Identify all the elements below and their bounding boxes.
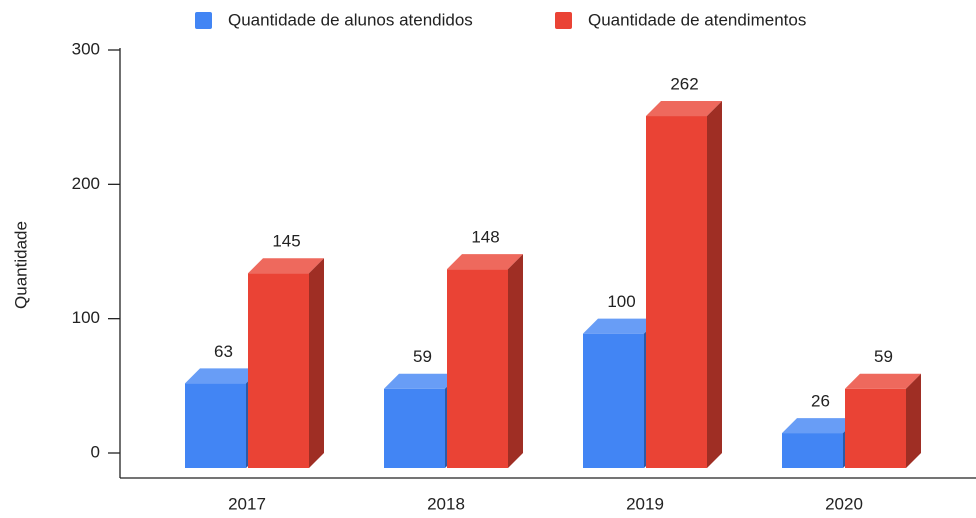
legend-swatch — [195, 12, 212, 29]
x-tick-label: 2019 — [626, 494, 664, 513]
bar-side — [508, 254, 523, 468]
bar-side — [707, 101, 722, 469]
legend-label: Quantidade de alunos atendidos — [228, 10, 473, 29]
data-label: 59 — [413, 347, 432, 366]
data-label: 145 — [272, 232, 300, 251]
data-label: 63 — [214, 342, 233, 361]
y-tick-label: 200 — [72, 174, 100, 193]
bar-top — [185, 368, 261, 384]
bar-front — [248, 273, 309, 468]
legend-swatch — [555, 12, 572, 29]
data-label: 148 — [471, 228, 499, 247]
bar-top — [248, 258, 324, 274]
x-tick-label: 2020 — [825, 494, 863, 513]
data-label: 100 — [607, 292, 635, 311]
bar-top — [782, 418, 858, 434]
bar-front — [384, 388, 445, 468]
data-label: 26 — [811, 392, 830, 411]
bar-side — [309, 258, 324, 468]
y-axis-label: Quantidade — [11, 221, 30, 309]
bar-front — [447, 269, 508, 468]
bar-side — [906, 373, 921, 468]
data-label: 59 — [874, 347, 893, 366]
x-tick-label: 2018 — [427, 494, 465, 513]
legend-label: Quantidade de atendimentos — [588, 10, 806, 29]
bar-top — [646, 101, 722, 117]
bar-top — [583, 318, 659, 334]
y-tick-label: 0 — [91, 442, 100, 461]
x-tick-label: 2017 — [228, 494, 266, 513]
bar-top — [845, 373, 921, 389]
bar-front — [583, 333, 644, 468]
bar-front — [782, 433, 843, 468]
y-tick-label: 300 — [72, 39, 100, 58]
bar-front — [185, 383, 246, 468]
bar-front — [646, 116, 707, 469]
data-label: 262 — [670, 75, 698, 94]
bar-top — [447, 254, 523, 270]
y-tick-label: 100 — [72, 308, 100, 327]
bar-front — [845, 388, 906, 468]
bar-top — [384, 373, 460, 389]
